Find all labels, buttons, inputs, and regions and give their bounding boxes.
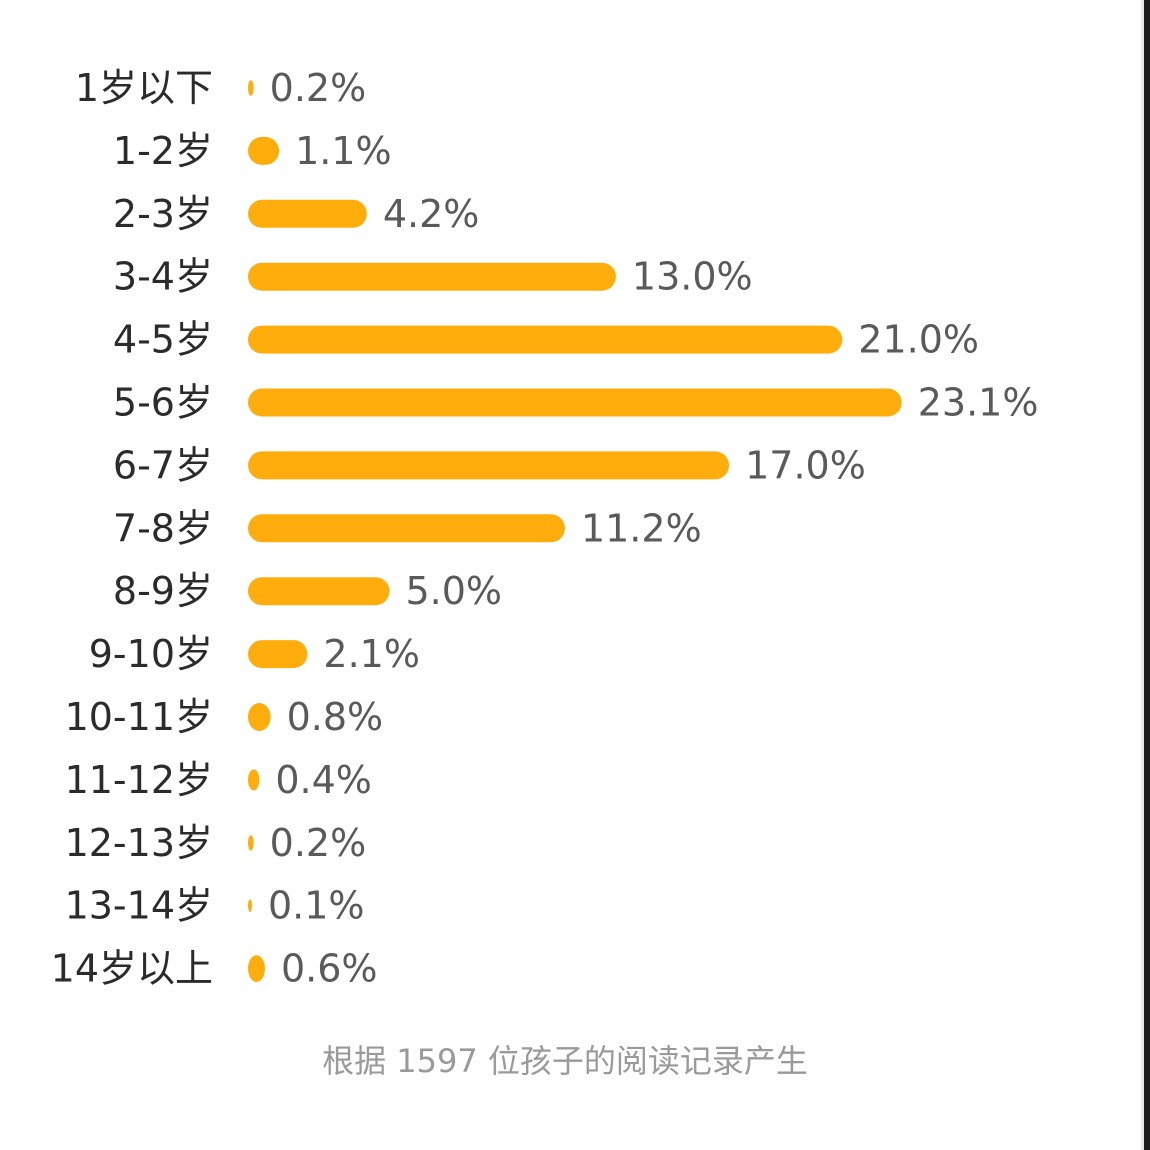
bar bbox=[248, 899, 252, 913]
bar bbox=[248, 199, 367, 228]
value-label: 21.0% bbox=[858, 318, 979, 362]
category-label: 12-13岁 bbox=[65, 821, 213, 865]
right-edge-border bbox=[1144, 0, 1150, 1150]
category-label: 6-7岁 bbox=[113, 443, 213, 487]
chart-footnote: 根据 1597 位孩子的阅读记录产生 bbox=[322, 1042, 808, 1080]
bar bbox=[248, 325, 843, 354]
category-label: 8-9岁 bbox=[113, 569, 213, 613]
category-label: 4-5岁 bbox=[113, 318, 213, 362]
value-label: 0.2% bbox=[270, 66, 367, 110]
value-label: 5.0% bbox=[406, 569, 503, 613]
bar bbox=[248, 769, 260, 791]
bar bbox=[248, 640, 308, 669]
value-label: 11.2% bbox=[581, 506, 702, 550]
category-label: 14岁以上 bbox=[51, 947, 213, 991]
bar bbox=[248, 451, 730, 480]
category-label: 5-6岁 bbox=[113, 381, 213, 425]
category-label: 3-4岁 bbox=[113, 255, 213, 299]
right-edge-shade bbox=[1141, 0, 1144, 1150]
bar bbox=[248, 388, 902, 417]
bar bbox=[248, 136, 280, 165]
value-label: 23.1% bbox=[918, 381, 1039, 425]
bar bbox=[248, 80, 254, 96]
value-label: 13.0% bbox=[632, 255, 753, 299]
value-label: 0.8% bbox=[287, 695, 384, 739]
category-label: 7-8岁 bbox=[113, 506, 213, 550]
value-label: 0.2% bbox=[270, 821, 367, 865]
value-label: 1.1% bbox=[295, 129, 392, 173]
value-label: 17.0% bbox=[745, 443, 866, 487]
bar bbox=[248, 703, 271, 731]
category-label: 1岁以下 bbox=[75, 66, 213, 110]
bar bbox=[248, 577, 390, 606]
bar bbox=[248, 514, 565, 543]
value-label: 0.1% bbox=[268, 884, 365, 928]
bar bbox=[248, 262, 616, 291]
value-label: 0.6% bbox=[281, 947, 378, 991]
bar bbox=[248, 955, 265, 982]
category-label: 13-14岁 bbox=[65, 884, 213, 928]
category-label: 1-2岁 bbox=[113, 129, 213, 173]
value-label: 2.1% bbox=[323, 632, 420, 676]
category-label: 9-10岁 bbox=[89, 632, 213, 676]
bar bbox=[248, 835, 254, 851]
category-label: 11-12岁 bbox=[65, 758, 213, 802]
category-label: 10-11岁 bbox=[65, 695, 213, 739]
value-label: 0.4% bbox=[275, 758, 372, 802]
category-label: 2-3岁 bbox=[113, 192, 213, 236]
value-label: 4.2% bbox=[383, 192, 480, 236]
